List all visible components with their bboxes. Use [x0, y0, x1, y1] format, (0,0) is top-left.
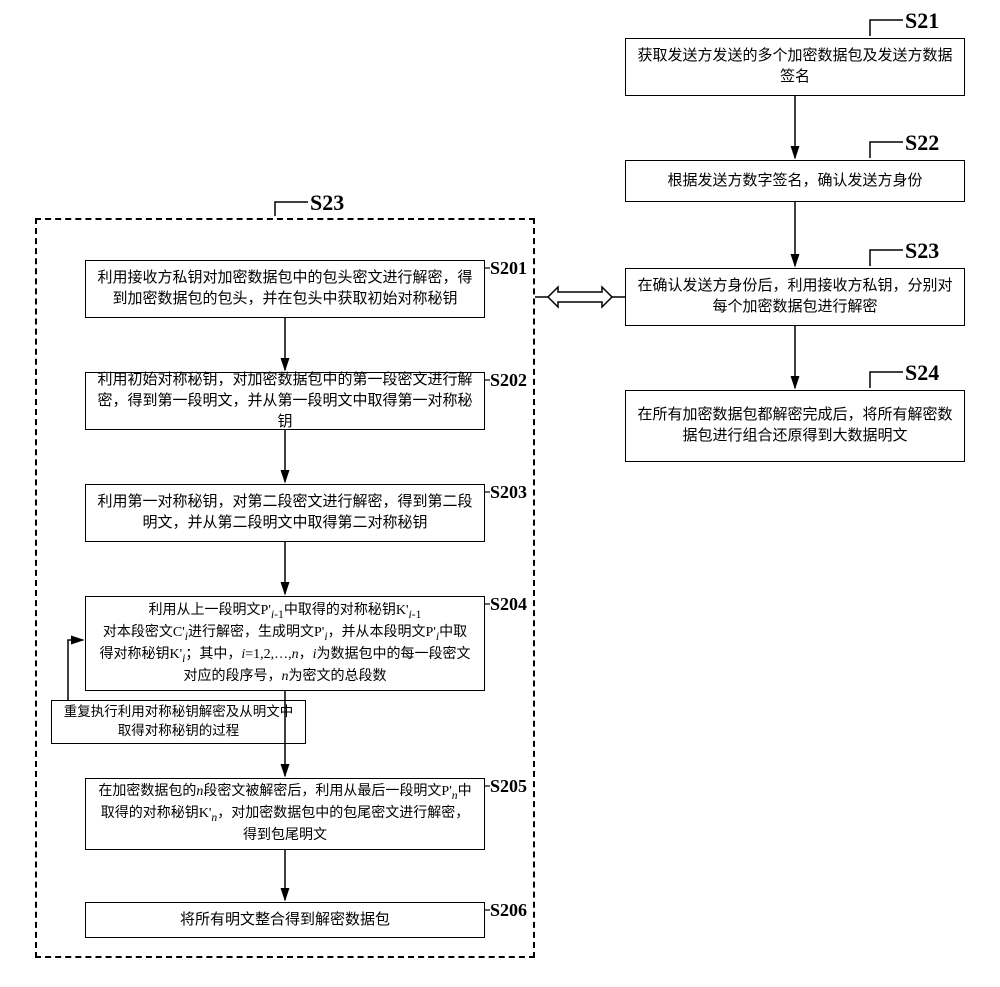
box-s205: 在加密数据包的n段密文被解密后，利用从最后一段明文P'n中取得的对称秘钥K'n，…	[85, 778, 485, 850]
box-s21-text: 获取发送方发送的多个加密数据包及发送方数据签名	[636, 46, 954, 88]
label-s203: S203	[490, 482, 527, 503]
box-s206-text: 将所有明文整合得到解密数据包	[180, 910, 390, 931]
box-s204-text: 利用从上一段明文P'i-1中取得的对称秘钥K'i-1对本段密文C'i进行解密，生…	[96, 601, 474, 687]
box-s201: 利用接收方私钥对加密数据包中的包头密文进行解密，得到加密数据包的包头，并在包头中…	[85, 260, 485, 318]
box-s206: 将所有明文整合得到解密数据包	[85, 902, 485, 938]
box-s202: 利用初始对称秘钥，对加密数据包中的第一段密文进行解密，得到第一段明文，并从第一段…	[85, 372, 485, 430]
box-s24-text: 在所有加密数据包都解密完成后，将所有解密数据包进行组合还原得到大数据明文	[636, 405, 954, 447]
box-s203-text: 利用第一对称秘钥，对第二段密文进行解密，得到第二段明文，并从第二段明文中取得第二…	[96, 492, 474, 534]
label-s204: S204	[490, 594, 527, 615]
label-s202: S202	[490, 370, 527, 391]
box-loop-text: 重复执行利用对称秘钥解密及从明文中取得对称秘钥的过程	[62, 703, 295, 741]
bidirectional-connector	[548, 287, 612, 307]
box-s23: 在确认发送方身份后，利用接收方私钥，分别对每个加密数据包进行解密	[625, 268, 965, 326]
box-s202-text: 利用初始对称秘钥，对加密数据包中的第一段密文进行解密，得到第一段明文，并从第一段…	[96, 370, 474, 433]
label-s206: S206	[490, 900, 527, 921]
label-s201: S201	[490, 258, 527, 279]
s23-expansion-label: S23	[310, 190, 344, 216]
box-s22: 根据发送方数字签名，确认发送方身份	[625, 160, 965, 202]
box-s23-text: 在确认发送方身份后，利用接收方私钥，分别对每个加密数据包进行解密	[636, 276, 954, 318]
box-s204: 利用从上一段明文P'i-1中取得的对称秘钥K'i-1对本段密文C'i进行解密，生…	[85, 596, 485, 691]
label-s22: S22	[905, 130, 939, 156]
box-s201-text: 利用接收方私钥对加密数据包中的包头密文进行解密，得到加密数据包的包头，并在包头中…	[96, 268, 474, 310]
box-s24: 在所有加密数据包都解密完成后，将所有解密数据包进行组合还原得到大数据明文	[625, 390, 965, 462]
box-s22-text: 根据发送方数字签名，确认发送方身份	[667, 171, 922, 192]
box-s21: 获取发送方发送的多个加密数据包及发送方数据签名	[625, 38, 965, 96]
label-s24: S24	[905, 360, 939, 386]
label-s21: S21	[905, 8, 939, 34]
box-s205-text: 在加密数据包的n段密文被解密后，利用从最后一段明文P'n中取得的对称秘钥K'n，…	[96, 782, 474, 846]
box-s203: 利用第一对称秘钥，对第二段密文进行解密，得到第二段明文，并从第二段明文中取得第二…	[85, 484, 485, 542]
label-s23: S23	[905, 238, 939, 264]
box-loop: 重复执行利用对称秘钥解密及从明文中取得对称秘钥的过程	[51, 700, 306, 744]
label-s205: S205	[490, 776, 527, 797]
